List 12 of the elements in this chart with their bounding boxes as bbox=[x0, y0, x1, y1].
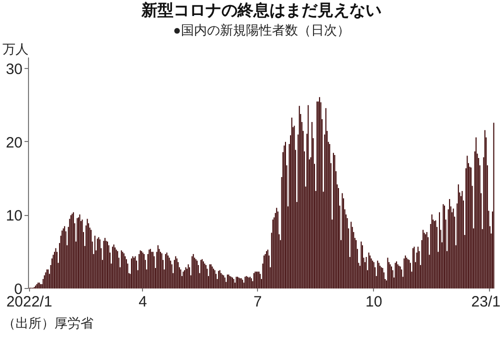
y-tick-label: 30 bbox=[6, 61, 23, 78]
text: （出所）厚労省 bbox=[2, 316, 94, 330]
x-tick-label: 2022/1 bbox=[6, 294, 52, 310]
chart-title: 新型コロナの終息はまだ見えない bbox=[140, 2, 382, 20]
x-tick-label: 23/1 bbox=[471, 294, 500, 310]
x-tick-label: 7 bbox=[254, 294, 262, 310]
y-tick-label: 10 bbox=[6, 208, 23, 225]
x-tick-label: 4 bbox=[138, 294, 148, 310]
chart-subtitle: ●国内の新規陽性者数（日次） bbox=[173, 22, 350, 38]
x-tick-label: 10 bbox=[365, 294, 382, 310]
y-tick-label: 20 bbox=[6, 134, 23, 152]
y-axis-title: 万人 bbox=[2, 42, 28, 56]
